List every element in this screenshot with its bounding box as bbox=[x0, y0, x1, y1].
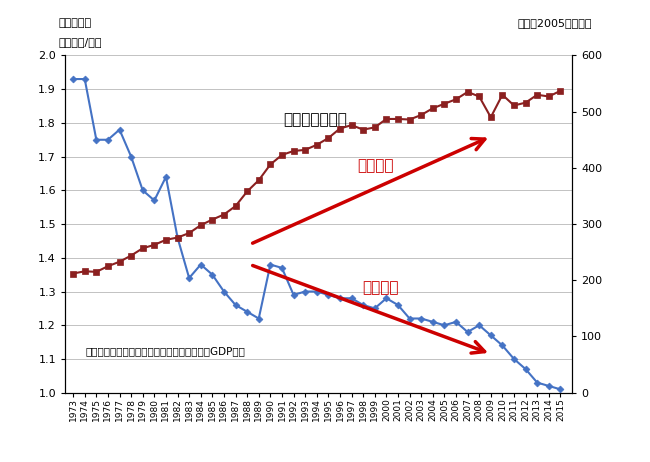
Text: 【エネルギー効率（エネルギー供給量／実質GDP）】: 【エネルギー効率（エネルギー供給量／実質GDP）】 bbox=[85, 346, 245, 356]
Text: 原油換算量: 原油換算量 bbox=[58, 18, 92, 29]
Text: 百万ＫＬ/兆円: 百万ＫＬ/兆円 bbox=[58, 37, 102, 47]
Text: 【実質ＧＤＰ】: 【実質ＧＤＰ】 bbox=[283, 113, 347, 128]
Text: 効率改善: 効率改善 bbox=[362, 280, 399, 295]
Text: 兆円（2005年価格）: 兆円（2005年価格） bbox=[517, 18, 592, 29]
Text: 経済成長: 経済成長 bbox=[358, 158, 394, 173]
